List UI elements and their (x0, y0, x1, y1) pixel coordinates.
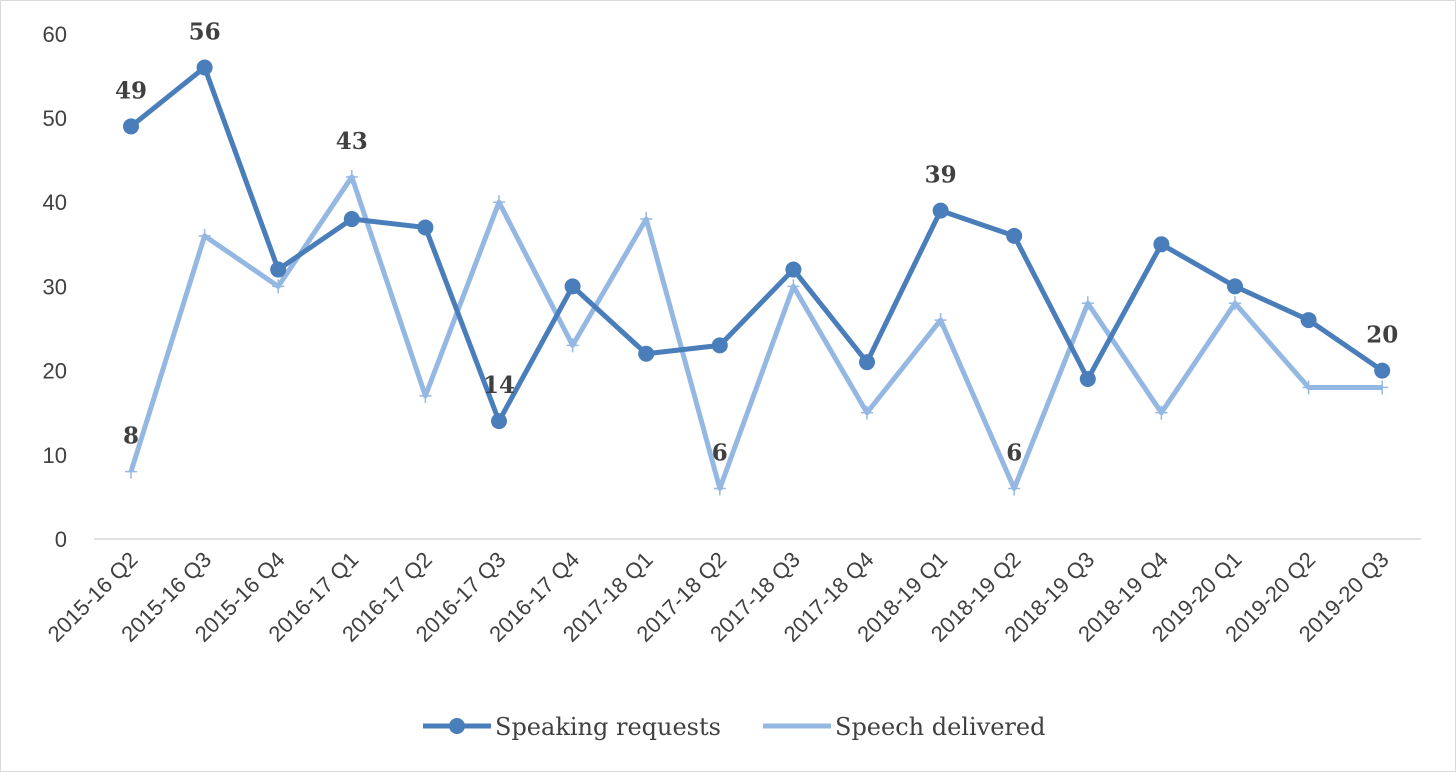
legend-item-speech-delivered: Speech delivered (763, 713, 1045, 741)
y-axis-tick-labels: 0 10 20 30 40 50 60 (43, 22, 67, 552)
data-point-speech-delivered (640, 212, 653, 227)
legend-marker-speaking-requests (449, 718, 465, 734)
data-point-speech-delivered (566, 338, 579, 353)
legend-label-speech-delivered: Speech delivered (835, 713, 1045, 741)
data-point-speech-delivered (1229, 296, 1241, 311)
data-point-speech-delivered (493, 195, 505, 210)
data-point-speech-delivered (125, 464, 137, 479)
data-point-speaking-requests (417, 219, 434, 236)
data-point-speech-delivered (787, 279, 800, 294)
data-point-speech-delivered (1155, 405, 1168, 420)
data-point-speech-delivered (272, 279, 285, 294)
data-point-speaking-requests (491, 413, 507, 430)
data-label-speaking-requests: 56 (189, 18, 221, 45)
data-point-speaking-requests (932, 202, 949, 219)
y-tick-label: 40 (43, 190, 67, 215)
data-point-speech-delivered (861, 405, 873, 420)
data-label-speech-delivered: 6 (1006, 439, 1022, 466)
legend-item-speaking-requests: Speaking requests (423, 713, 721, 741)
data-point-speech-delivered (198, 228, 211, 243)
data-point-speaking-requests (785, 261, 802, 278)
data-point-speech-delivered (419, 388, 432, 403)
data-point-speech-delivered (713, 481, 726, 496)
y-tick-label: 60 (43, 22, 67, 47)
data-point-speech-delivered (1302, 380, 1315, 395)
data-point-speaking-requests (1300, 312, 1317, 329)
data-labels-layer: 49 56 14 39 20 8 43 6 6 (115, 18, 1398, 466)
legend-label-speaking-requests: Speaking requests (495, 713, 721, 741)
data-label-speech-delivered: 8 (123, 423, 139, 450)
data-point-speaking-requests (1227, 278, 1243, 295)
data-point-speech-delivered (1081, 296, 1094, 311)
data-point-speaking-requests (859, 354, 875, 371)
data-point-speaking-requests (1374, 362, 1391, 379)
y-tick-label: 20 (43, 359, 67, 384)
data-point-speaking-requests (711, 337, 728, 354)
data-point-speaking-requests (343, 211, 360, 228)
data-point-speech-delivered (934, 313, 947, 328)
data-label-speech-delivered: 6 (712, 439, 728, 466)
series-line-speaking-requests (129, 64, 1384, 424)
data-point-speaking-requests (1079, 371, 1096, 388)
data-point-speaking-requests (1153, 236, 1170, 253)
data-label-speaking-requests: 49 (115, 77, 147, 104)
data-label-speech-delivered: 43 (336, 128, 368, 155)
data-point-speech-delivered (345, 169, 358, 184)
data-point-speaking-requests (270, 261, 287, 278)
y-tick-label: 10 (43, 443, 67, 468)
data-label-speaking-requests: 14 (483, 372, 515, 399)
series-line-speech-delivered (128, 174, 1383, 491)
y-tick-label: 30 (43, 274, 67, 299)
data-point-speaking-requests (638, 345, 655, 362)
legend: Speaking requests Speech delivered (423, 713, 1045, 741)
data-point-speaking-requests (123, 118, 139, 135)
data-point-speaking-requests (1006, 227, 1023, 244)
y-tick-label: 50 (43, 106, 67, 131)
data-label-speaking-requests: 20 (1366, 322, 1398, 349)
data-point-speech-delivered (1008, 481, 1021, 496)
series-layer (123, 59, 1391, 496)
data-point-speaking-requests (564, 278, 581, 295)
data-point-speaking-requests (196, 59, 213, 76)
y-tick-label: 0 (55, 527, 67, 552)
data-point-speech-delivered (1376, 380, 1389, 395)
data-label-speaking-requests: 39 (925, 162, 957, 189)
